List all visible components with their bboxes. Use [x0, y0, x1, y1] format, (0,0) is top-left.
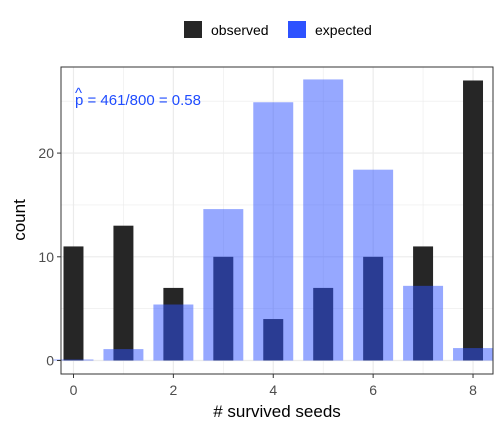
- y-axis: 0 10 20: [38, 145, 61, 369]
- bar-expected: [353, 169, 394, 361]
- x-tick-label: 2: [169, 382, 177, 398]
- x-tick-label: 8: [469, 382, 477, 398]
- legend-label-observed: observed: [211, 22, 269, 38]
- y-axis-title: count: [10, 199, 29, 241]
- bar-observed: [463, 80, 484, 361]
- bar-observed: [63, 246, 84, 361]
- bar-expected: [203, 209, 244, 361]
- bar-expected: [103, 349, 144, 361]
- legend: observed expected: [184, 21, 372, 38]
- legend-key-expected: [288, 21, 306, 38]
- bar-expected: [403, 285, 444, 361]
- bar-observed: [113, 225, 134, 361]
- annotation-text: p = 461/800 = 0.58: [75, 92, 201, 109]
- y-tick-label: 20: [38, 145, 54, 161]
- x-axis-title: # survived seeds: [213, 402, 341, 421]
- legend-label-expected: expected: [315, 22, 372, 38]
- x-tick-label: 4: [269, 382, 277, 398]
- bar-expected: [453, 348, 493, 361]
- x-tick-label: 0: [70, 382, 78, 398]
- y-tick-label: 10: [38, 249, 54, 265]
- bar-expected: [253, 102, 294, 361]
- bar-expected: [153, 304, 194, 361]
- bar-expected: [303, 79, 344, 361]
- plot-border: [60, 66, 494, 375]
- bars-expected: [53, 79, 493, 361]
- bar-expected: [53, 359, 94, 361]
- x-axis: 0 2 4 6 8: [70, 374, 477, 398]
- y-tick-label: 0: [46, 353, 54, 369]
- annotation-hat: ^: [75, 85, 82, 102]
- x-tick-label: 6: [369, 382, 377, 398]
- legend-key-observed: [184, 21, 202, 38]
